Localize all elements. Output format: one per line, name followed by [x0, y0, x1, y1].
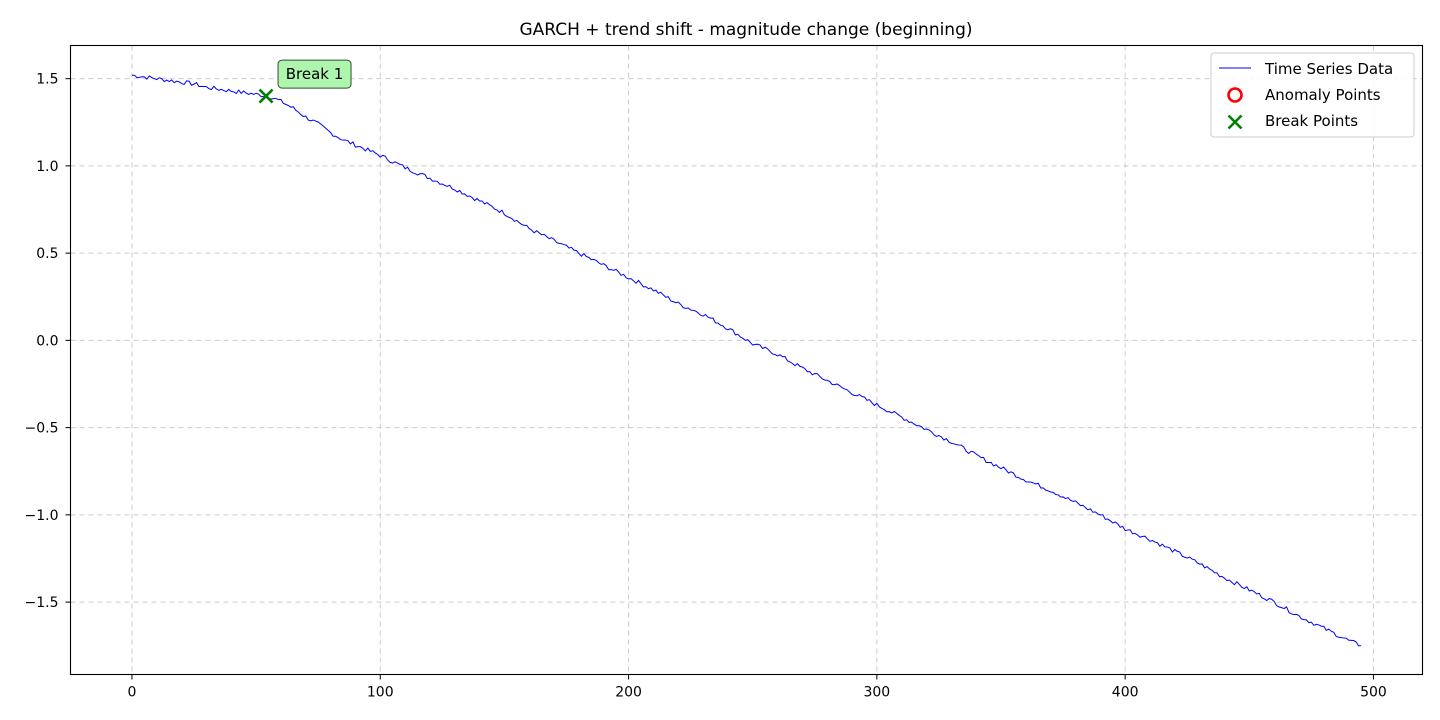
- legend-circle-swatch: [1227, 87, 1243, 103]
- legend-item: Break Points: [1227, 112, 1358, 130]
- x-tick-label: 200: [615, 685, 642, 701]
- chart-title: GARCH + trend shift - magnitude change (…: [519, 20, 972, 40]
- series-line-time-series-data: [131, 74, 1362, 647]
- break-point-marker: [258, 88, 274, 104]
- y-tick-label: −1.0: [25, 508, 59, 524]
- legend-item: Anomaly Points: [1227, 86, 1381, 104]
- y-tick-label: 0.5: [36, 246, 58, 262]
- break-markers: [258, 88, 274, 104]
- x-tick-label: 300: [863, 685, 890, 701]
- y-tick-label: −0.5: [25, 421, 59, 437]
- x-axis: 0 100 200 300 400 500: [127, 674, 1387, 701]
- annotations: Break 1: [277, 59, 352, 89]
- y-tick-label: 1.0: [36, 159, 58, 175]
- annotation-break-label: Break 1: [277, 59, 352, 89]
- x-tick-label: 500: [1360, 685, 1387, 701]
- legend-label: Break Points: [1265, 112, 1358, 130]
- x-tick-label: 0: [127, 685, 136, 701]
- plot-frame: [69, 44, 1424, 676]
- annotation-text: Break 1: [286, 65, 344, 83]
- y-tick-label: −1.5: [25, 595, 59, 611]
- legend-box: [1210, 52, 1415, 138]
- legend: Time Series Data Anomaly Points Break Poin…: [1210, 52, 1415, 138]
- legend-label: Anomaly Points: [1265, 86, 1381, 104]
- y-tick-label: 1.5: [36, 72, 58, 88]
- y-tick-label: 0.0: [36, 333, 58, 349]
- series-lines: [131, 74, 1362, 647]
- legend-label: Time Series Data: [1264, 60, 1393, 78]
- legend-item: Time Series Data: [1219, 60, 1393, 78]
- x-tick-label: 400: [1112, 685, 1139, 701]
- x-tick-label: 100: [367, 685, 394, 701]
- y-axis: −1.5 −1.0 −0.5 0.0 0.5 1.0 1.5: [25, 72, 71, 611]
